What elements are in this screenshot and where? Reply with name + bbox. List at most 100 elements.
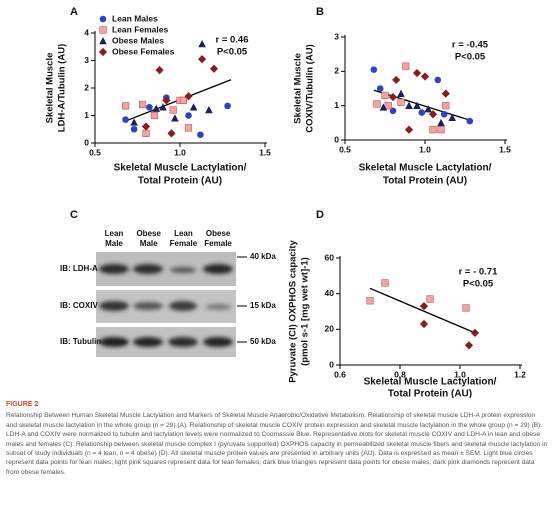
- legend-label: Obese Males: [112, 35, 164, 45]
- point: [152, 104, 160, 112]
- kda-label: 40 kDa: [250, 252, 276, 261]
- point: [462, 304, 470, 312]
- point: [412, 68, 422, 78]
- point: [169, 106, 177, 114]
- y-axis-label: Skeletal Muscle: [293, 53, 304, 124]
- point: [384, 102, 392, 110]
- point: [122, 102, 130, 110]
- point: [139, 100, 147, 109]
- lane-label: Male: [140, 239, 158, 248]
- point: [418, 109, 426, 116]
- point: [426, 295, 434, 303]
- point: [419, 302, 429, 311]
- y-tick-label: 0: [329, 359, 334, 369]
- trendline: [373, 89, 474, 122]
- point: [209, 64, 219, 73]
- y-tick-label: 3: [334, 31, 339, 41]
- point: [437, 126, 445, 134]
- y-tick-label: 1: [334, 100, 339, 110]
- point: [150, 111, 159, 120]
- legend-marker: [99, 15, 107, 23]
- y-axis-label: Pyruvate (CI) OXPHOS capacity: [288, 240, 299, 383]
- point: [159, 103, 167, 111]
- lane-label: Obese: [206, 229, 231, 238]
- legend-marker: [99, 26, 107, 34]
- point: [404, 125, 414, 134]
- x-tick-label: 1.0: [174, 147, 186, 157]
- blot-row-label: IB: COXIV: [60, 301, 98, 310]
- y-tick-label: 40: [325, 288, 335, 298]
- x-axis-label: Skeletal Muscle Lactylation/: [114, 163, 247, 174]
- kda-label: 15 kDa: [250, 301, 276, 310]
- y-tick-label: 0: [334, 134, 339, 144]
- point: [420, 72, 430, 81]
- point: [146, 103, 153, 111]
- point: [179, 96, 188, 104]
- x-tick-label: 1.2: [514, 369, 526, 379]
- point: [448, 113, 456, 121]
- point: [402, 62, 410, 70]
- point: [122, 116, 129, 123]
- point: [466, 117, 474, 125]
- legend-marker: [99, 37, 107, 45]
- annotation: P<0.05: [455, 52, 486, 63]
- point: [429, 126, 437, 134]
- point: [441, 89, 450, 98]
- panel-letter: C: [70, 209, 78, 221]
- x-axis-label: Skeletal Muscle Lactylation/: [364, 377, 497, 388]
- x-axis-label: Total Protein (AU): [383, 176, 467, 187]
- y-axis-label: (pmol s-1 [mg wet wt]-1): [300, 257, 311, 366]
- x-tick-label: 0.5: [89, 147, 101, 157]
- point: [376, 85, 384, 92]
- point: [373, 100, 381, 108]
- caption: FIGURE 2 Relationship Between Human Skel…: [6, 400, 548, 477]
- y-axis-label: Skeletal Muscle: [45, 53, 56, 124]
- point: [130, 118, 138, 126]
- panel-letter: D: [316, 209, 324, 221]
- y-axis-label: COXIV/Tubulin (AU): [305, 44, 316, 132]
- point: [424, 105, 432, 113]
- legend-label: Lean Males: [112, 13, 158, 23]
- legend-marker: [98, 47, 108, 57]
- legend-label: Lean Females: [112, 24, 168, 34]
- point: [162, 96, 171, 105]
- lane-label: Lean: [105, 229, 124, 238]
- caption-text: Relationship Between Human Skeletal Musc…: [6, 412, 548, 476]
- point: [428, 110, 438, 119]
- y-tick-label: 2: [84, 82, 89, 92]
- x-tick-label: 0.6: [334, 369, 346, 379]
- point: [413, 101, 421, 109]
- point: [184, 124, 193, 132]
- annotation: P<0.05: [217, 47, 248, 58]
- point: [388, 92, 398, 102]
- point: [464, 341, 474, 350]
- annotation: r = 0.46: [215, 35, 248, 46]
- panel-letter: A: [70, 6, 78, 18]
- x-axis-label: Total Protein (AU): [138, 176, 222, 187]
- point: [185, 112, 192, 119]
- x-tick-label: 1.0: [454, 369, 466, 379]
- y-tick-label: 1: [84, 110, 89, 120]
- point: [198, 40, 206, 48]
- point: [379, 103, 388, 111]
- trendline: [369, 287, 476, 334]
- x-tick-label: 1.5: [259, 147, 271, 157]
- caption-label: FIGURE 2: [6, 401, 39, 408]
- y-tick-label: 2: [334, 66, 339, 76]
- annotation: r = - 0.71: [459, 267, 499, 278]
- annotation: r = -0.45: [452, 40, 489, 51]
- point: [205, 106, 213, 114]
- bands: [99, 264, 233, 347]
- point: [130, 125, 138, 133]
- y-tick-label: 4: [84, 27, 89, 37]
- lane-label: Female: [170, 239, 198, 248]
- point: [419, 319, 429, 329]
- point: [381, 279, 389, 287]
- lane-label: Female: [204, 239, 232, 248]
- point: [405, 101, 413, 109]
- panel-letter: B: [316, 6, 324, 18]
- x-axis-label: Skeletal Muscle Lactylation/: [359, 163, 492, 174]
- point: [141, 122, 151, 131]
- lane-label: Lean: [174, 229, 193, 238]
